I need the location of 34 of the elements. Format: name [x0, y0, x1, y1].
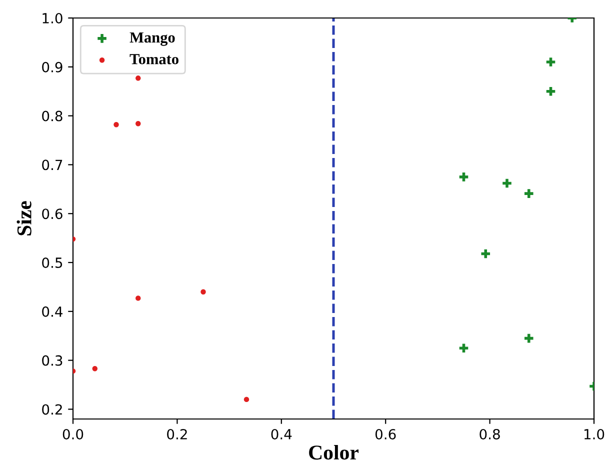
x-tick-label: 0.2 [167, 428, 187, 440]
y-tick-label: 0.2 [42, 404, 62, 415]
point [523, 332, 535, 344]
point [523, 188, 535, 200]
x-tick-label: 0.0 [62, 428, 84, 440]
point [114, 122, 119, 128]
point [136, 296, 141, 301]
y-tick-label: 0.3 [42, 355, 62, 366]
x-axis-title: Color [309, 444, 359, 460]
y-tick-label: 0.7 [42, 160, 62, 170]
point [244, 396, 250, 402]
y-axis-title: Size [16, 201, 32, 236]
legend-label: Mango [130, 32, 175, 46]
x-tick-label: 0.4 [271, 428, 292, 440]
point [458, 342, 470, 354]
x-tick-label: 1.0 [584, 428, 604, 440]
point [544, 86, 557, 98]
point [501, 178, 513, 190]
point [92, 366, 98, 372]
point [136, 121, 141, 126]
y-tick-label: 0.8 [42, 110, 62, 122]
y-tick-label: 0.9 [42, 62, 62, 72]
x-tick-label: 0.8 [480, 428, 500, 440]
legend-label: Tomato [130, 54, 178, 64]
point [200, 289, 206, 294]
y-tick-label: 0.5 [42, 257, 62, 268]
y-tick-label: 0.4 [42, 306, 62, 317]
x-tick-label: 0.6 [375, 428, 396, 440]
y-tick-label: 0.6 [42, 208, 62, 220]
y-tick-label: 1.0 [42, 12, 62, 24]
point [136, 76, 141, 81]
point [544, 56, 557, 68]
point [458, 171, 470, 183]
point [480, 248, 492, 260]
